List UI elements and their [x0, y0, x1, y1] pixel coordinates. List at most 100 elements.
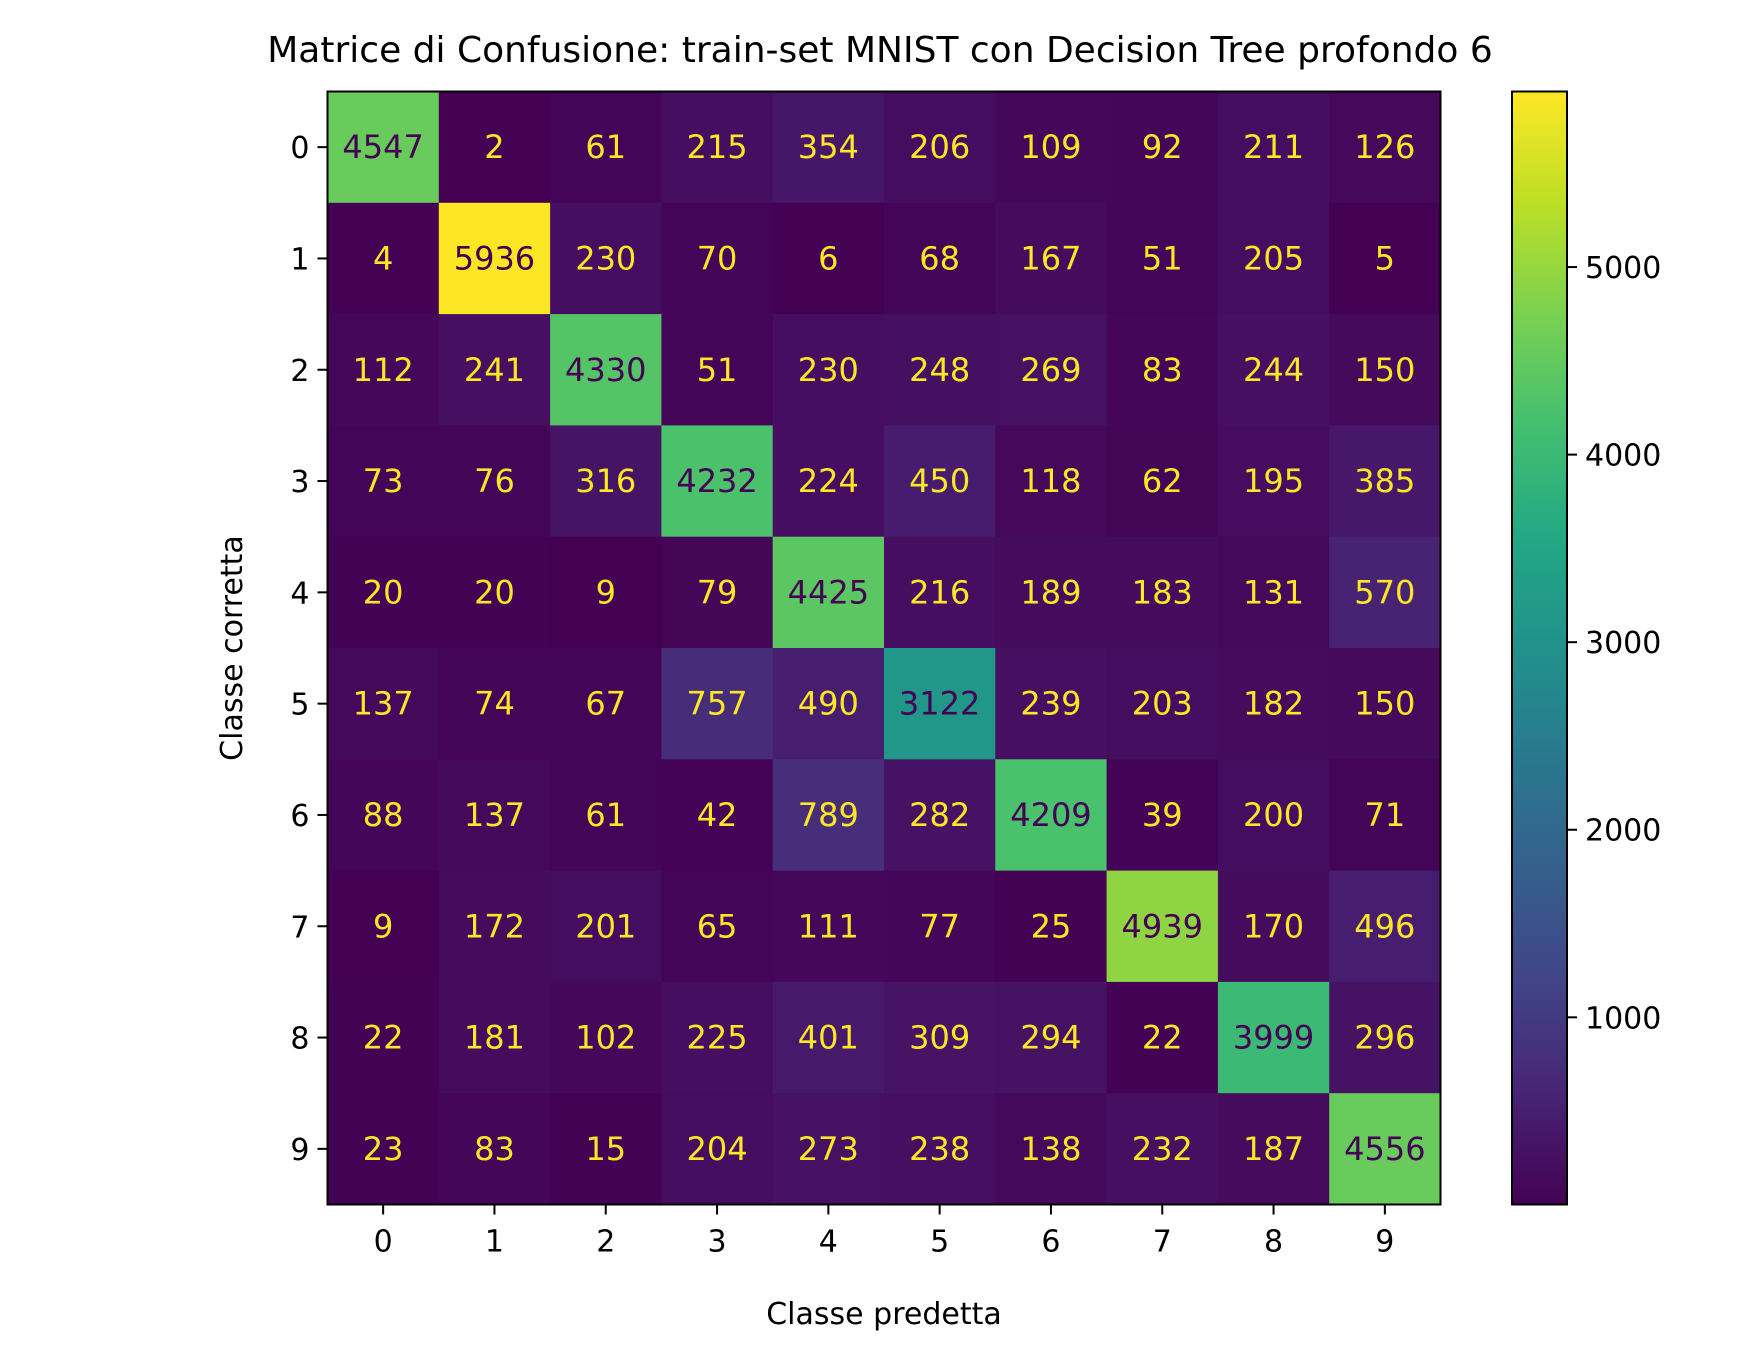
heatmap-cell-r0-c2 [550, 91, 662, 204]
heatmap-cell-r3-c2 [550, 425, 662, 538]
heatmap-cell-r7-c3 [661, 870, 774, 983]
cell-value-label: 42 [697, 796, 738, 834]
cell-value-label: 490 [798, 685, 859, 723]
cell-value-label: 294 [1020, 1019, 1081, 1057]
cell-value-label: 4556 [1344, 1130, 1425, 1168]
cell-value-label: 230 [575, 239, 636, 277]
x-tick-label: 4 [819, 1225, 838, 1260]
cell-value-label: 5936 [454, 239, 535, 277]
cell-value-label: 354 [798, 128, 859, 166]
cell-value-label: 150 [1354, 685, 1415, 723]
x-tick-label: 8 [1264, 1225, 1283, 1260]
heatmap-cell-r2-c5 [884, 314, 996, 426]
heatmap-cell-r6-c1 [438, 759, 551, 872]
cell-value-label: 62 [1142, 462, 1183, 500]
cell-value-label: 172 [464, 907, 525, 945]
heatmap-cell-r5-c3 [661, 648, 774, 760]
y-tick-label: 2 [290, 354, 309, 389]
cell-value-label: 102 [575, 1019, 636, 1057]
cell-value-label: 211 [1243, 128, 1304, 166]
heatmap-cell-r5-c9 [1329, 648, 1442, 760]
heatmap-cell-r3-c9 [1329, 425, 1442, 538]
y-tick-label: 3 [290, 465, 309, 500]
cell-value-label: 5 [1375, 239, 1395, 277]
heatmap-cell-r0-c4 [772, 91, 885, 204]
cell-value-label: 401 [798, 1019, 859, 1057]
chart-title: Matrice di Confusione: train-set MNIST c… [267, 30, 1493, 71]
heatmap-cell-r4-c3 [661, 536, 774, 649]
cell-value-label: 68 [919, 239, 960, 277]
cell-value-label: 118 [1020, 462, 1081, 500]
cell-value-label: 201 [575, 907, 636, 945]
cell-value-label: 138 [1020, 1130, 1081, 1168]
cell-value-label: 83 [474, 1130, 515, 1168]
heatmap-cell-r7-c8 [1217, 870, 1330, 983]
cell-value-label: 232 [1132, 1130, 1193, 1168]
cell-value-label: 195 [1243, 462, 1304, 500]
heatmap-cell-r3-c6 [995, 425, 1108, 538]
y-axis-ticks: 0 1 2 3 4 5 6 7 8 9 [290, 131, 328, 1168]
cell-value-label: 22 [1142, 1019, 1183, 1057]
heatmap-cell-r7-c5 [884, 870, 996, 983]
heatmap-cell-r4-c2 [550, 536, 662, 649]
cell-value-label: 296 [1354, 1019, 1415, 1057]
heatmap-cell-r1-c2 [550, 202, 662, 315]
cell-value-label: 215 [687, 128, 748, 166]
heatmap-cell-r6-c8 [1217, 759, 1330, 872]
y-tick-label: 1 [290, 242, 309, 277]
cell-value-label: 309 [909, 1019, 970, 1057]
y-tick-label: 6 [290, 799, 309, 834]
cell-value-label: 71 [1364, 796, 1405, 834]
cell-value-label: 203 [1132, 685, 1193, 723]
cell-value-label: 20 [474, 573, 515, 611]
heatmap-cell-r9-c6 [995, 1093, 1108, 1206]
cell-value-label: 239 [1020, 685, 1081, 723]
cell-value-label: 189 [1020, 573, 1081, 611]
heatmap-cell-r5-c2 [550, 648, 662, 760]
cell-value-label: 216 [909, 573, 970, 611]
y-tick-label: 4 [290, 576, 309, 611]
heatmap-cell-r4-c4 [772, 536, 885, 649]
cell-value-label: 248 [909, 351, 970, 389]
colorbar-ticks: 1000 2000 3000 4000 5000 [1567, 251, 1661, 1036]
heatmap-cell-r9-c3 [661, 1093, 774, 1206]
heatmap-cell-r3-c3 [661, 425, 774, 538]
heatmap-cell-r1-c4 [772, 202, 885, 315]
heatmap-cell-r8-c9 [1329, 981, 1442, 1094]
cell-value-label: 282 [909, 796, 970, 834]
cell-value-label: 137 [464, 796, 525, 834]
heatmap-cell-r9-c1 [438, 1093, 551, 1206]
heatmap-cell-r9-c7 [1106, 1093, 1219, 1206]
heatmap-cell-r0-c1 [438, 91, 551, 204]
cell-value-label: 4330 [565, 351, 646, 389]
cell-value-label: 73 [363, 462, 404, 500]
heatmap-cell-r4-c1 [438, 536, 551, 649]
heatmap-cell-r9-c4 [772, 1093, 885, 1206]
y-axis-label: Classe corretta [215, 535, 250, 761]
cell-value-label: 204 [687, 1130, 748, 1168]
heatmap-cell-r7-c0 [327, 870, 440, 983]
cell-value-label: 4 [373, 239, 393, 277]
x-tick-label: 6 [1041, 1225, 1060, 1260]
heatmap-cell-r1-c6 [995, 202, 1108, 315]
cell-value-label: 51 [697, 351, 738, 389]
heatmap-cell-r0-c7 [1106, 91, 1219, 204]
heatmap-cell-r1-c5 [884, 202, 996, 315]
cell-value-label: 25 [1031, 907, 1072, 945]
heatmap-cell-r8-c5 [884, 981, 996, 1094]
cell-value-label: 6 [818, 239, 838, 277]
cell-value-label: 92 [1142, 128, 1183, 166]
cell-value-label: 67 [585, 685, 626, 723]
cell-value-label: 206 [909, 128, 970, 166]
heatmap-cell-r8-c3 [661, 981, 774, 1094]
heatmap-cell-r3-c7 [1106, 425, 1219, 538]
heatmap-cell-r5-c4 [772, 648, 885, 760]
heatmap-cell-r2-c4 [772, 314, 885, 426]
heatmap-cell-r6-c9 [1329, 759, 1442, 872]
x-axis-label: Classe predetta [766, 1297, 1002, 1332]
heatmap-cell-r8-c6 [995, 981, 1108, 1094]
heatmap-cell-r2-c6 [995, 314, 1108, 426]
heatmap-cell-r4-c0 [327, 536, 440, 649]
cell-value-label: 244 [1243, 351, 1304, 389]
cell-value-label: 450 [909, 462, 970, 500]
